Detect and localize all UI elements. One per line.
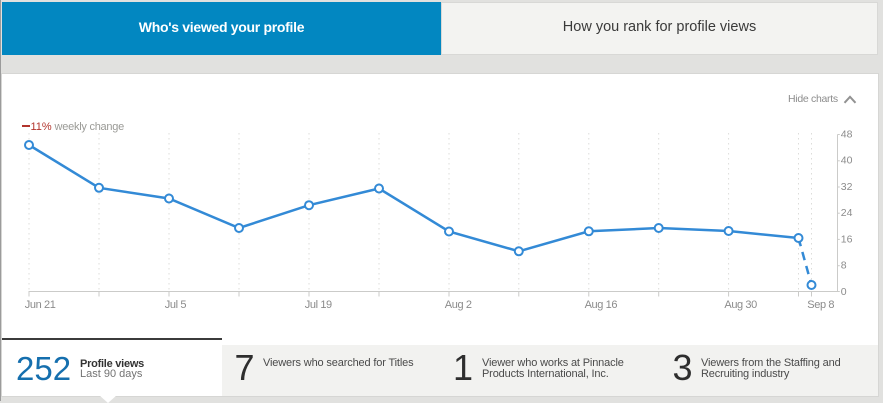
- svg-text:Jul 5: Jul 5: [165, 299, 187, 311]
- svg-text:8: 8: [841, 260, 847, 272]
- svg-text:48: 48: [841, 128, 853, 140]
- svg-text:16: 16: [841, 233, 853, 245]
- svg-text:32: 32: [841, 181, 853, 193]
- svg-text:Aug 16: Aug 16: [585, 299, 618, 311]
- svg-text:0: 0: [841, 286, 847, 298]
- svg-text:Jul 19: Jul 19: [305, 299, 332, 311]
- svg-text:40: 40: [841, 155, 853, 167]
- svg-text:Aug 30: Aug 30: [724, 299, 757, 311]
- svg-text:Jun 21: Jun 21: [25, 299, 56, 311]
- svg-text:Sep 8: Sep 8: [807, 299, 834, 311]
- svg-text:24: 24: [841, 207, 853, 219]
- svg-text:Aug 2: Aug 2: [445, 299, 472, 311]
